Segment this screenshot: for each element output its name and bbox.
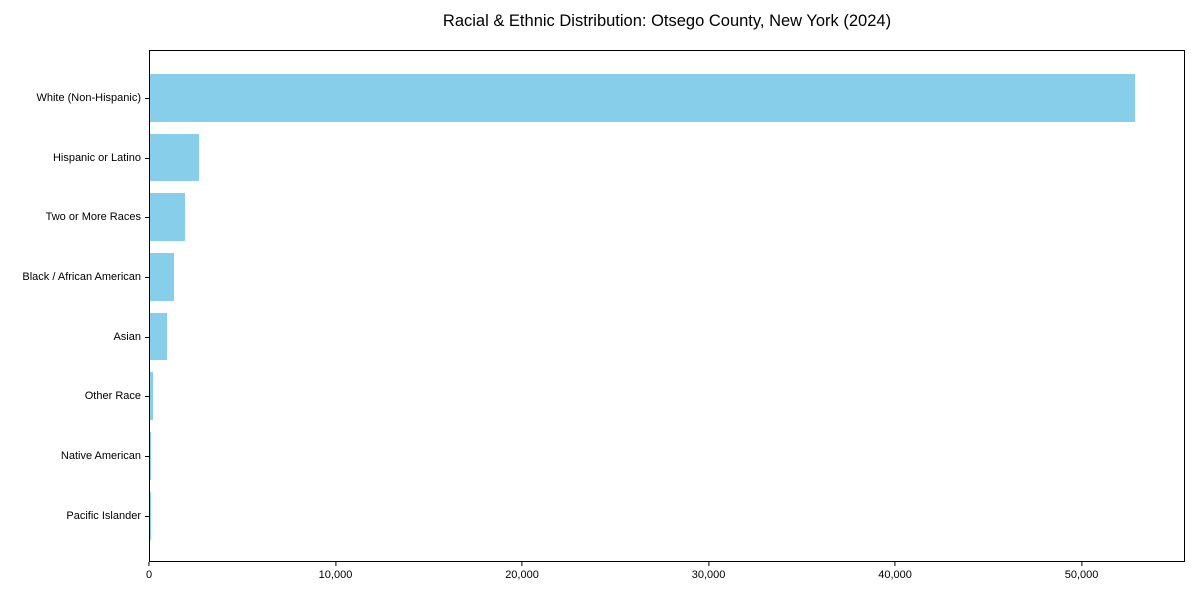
chart-title: Racial & Ethnic Distribution: Otsego Cou… [442, 12, 892, 30]
y-axis-tick [145, 396, 149, 398]
y-axis-tick [145, 276, 149, 279]
y-axis-tick [145, 97, 149, 100]
y-axis-label-two-or-more-races: Two or More Races [45, 211, 141, 224]
bar-row-white-non-hispanic: White (Non-Hispanic) [36, 68, 1184, 128]
bar-row-hispanic-or-latino: Hispanic or Latino [53, 128, 1184, 188]
x-tick-mark [1080, 562, 1083, 566]
bar-row-black-african-american: Black / African American [22, 247, 1184, 307]
y-axis-label-hispanic-or-latino: Hispanic or Latino [52, 151, 141, 164]
y-axis-tick [145, 157, 149, 159]
bar-two-or-more-races [150, 193, 185, 242]
x-tick-mark [334, 562, 337, 566]
bar-other-race [150, 372, 153, 421]
y-axis-label-pacific-islander: Pacific Islander [66, 509, 141, 522]
x-tick-mark [894, 562, 896, 566]
x-tick-label: 30,000 [691, 569, 726, 581]
x-tick-label: 40,000 [878, 569, 912, 581]
y-axis-tick [145, 515, 149, 517]
x-tick-label: 0 [145, 569, 153, 581]
x-tick-mark [707, 562, 710, 566]
bar-row-other-race: Other Race [85, 366, 1184, 426]
y-axis-tick [145, 455, 149, 458]
y-axis-label-asian: Asian [113, 330, 141, 343]
y-axis-label-other-race: Other Race [84, 390, 141, 403]
bar-row-asian: Asian [113, 307, 1184, 367]
plot-area: White (Non-Hispanic) Hispanic or Latino Tw… [22, 50, 1185, 562]
y-axis-label-white-non-hispanic: White (Non-Hispanic) [36, 91, 141, 104]
y-axis-label-black-african-american: Black / African American [22, 270, 141, 283]
bar-rows-container: White (Non-Hispanic) Hispanic or Latino Tw… [22, 68, 1184, 546]
x-tick-label: 10,000 [318, 569, 353, 581]
x-tick-mark [521, 562, 523, 566]
x-axis: 0 10,000 20,000 30,000 40,000 50,000 [145, 562, 1185, 596]
bar-hispanic-or-latino [150, 133, 200, 182]
bar-row-native-american: Native American [61, 426, 1184, 486]
x-tick-label: 50,000 [1064, 569, 1099, 581]
bar-black-african-american [150, 253, 174, 301]
bar-row-pacific-islander: Pacific Islander [66, 486, 1184, 546]
bar-white-non-hispanic [150, 74, 1135, 122]
y-axis-tick [145, 336, 149, 338]
y-axis-label-native-american: Native American [60, 449, 141, 462]
bar-asian [150, 312, 167, 361]
y-axis-tick [145, 217, 149, 219]
x-tick-mark [148, 562, 150, 566]
bar-row-two-or-more-races: Two or More Races [46, 187, 1184, 247]
x-tick-label: 20,000 [505, 569, 539, 581]
bar-native-american [150, 432, 152, 480]
